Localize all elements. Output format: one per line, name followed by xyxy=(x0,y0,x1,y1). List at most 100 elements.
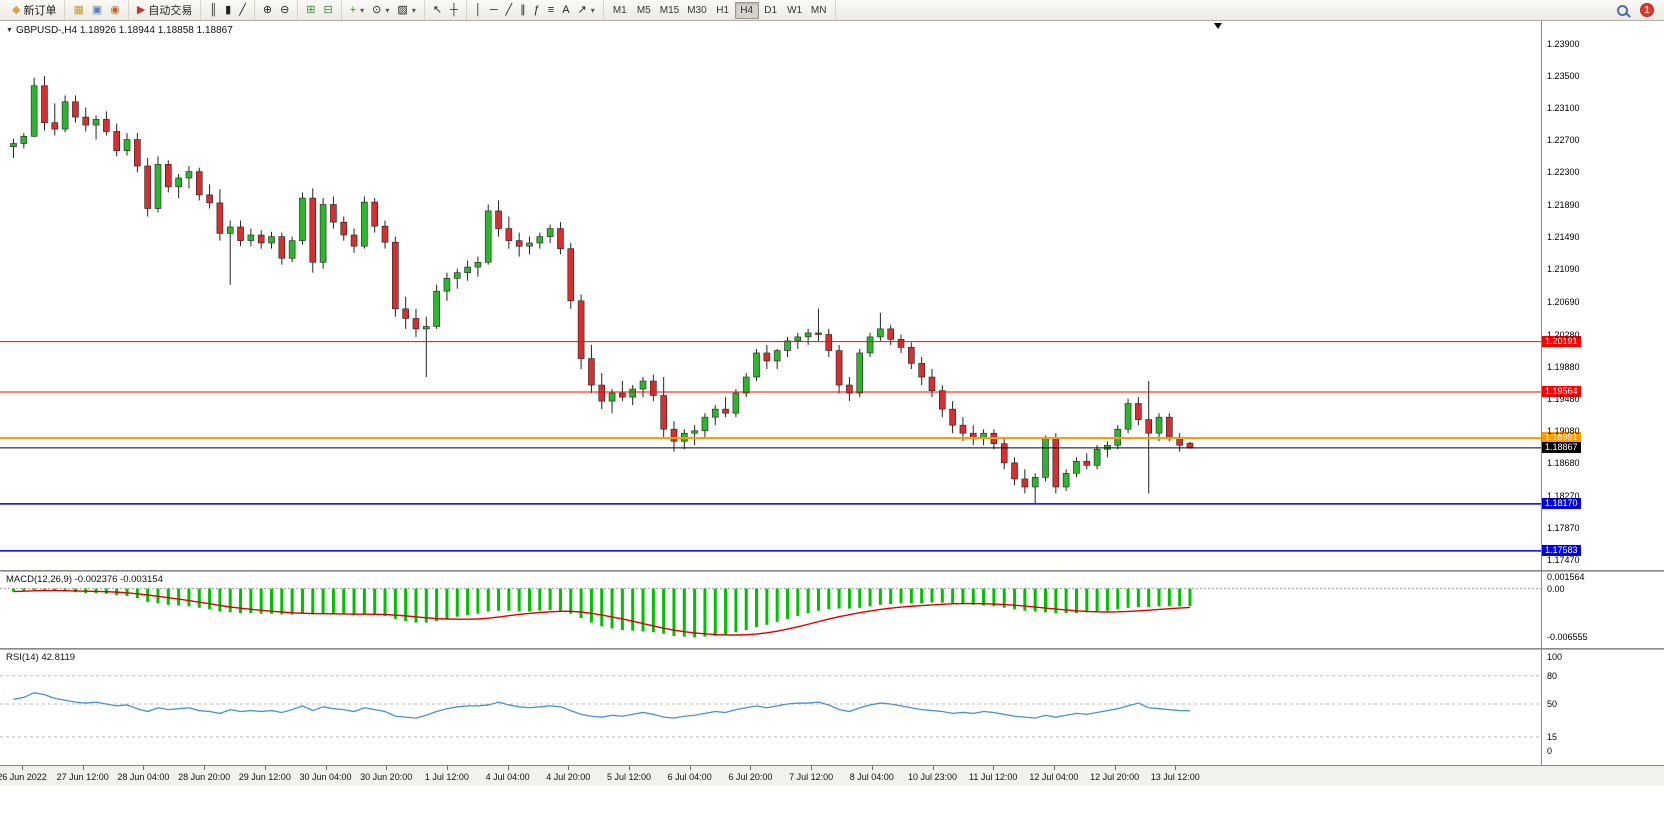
rsi-label: RSI(14) 42.8119 xyxy=(6,652,76,663)
toolbar: ◆ 新订单 ▦ ▣ ◉ ▶ 自动交易 ║ ▮ ╱ ⊕ ⊖ ⊞ ⊟ + ▾ ⊙ ▾ ▨ ▾ ↖ ┼ │ ─ ╱ ∥ ƒ ≡ A ↗ ▾ M1 M5… xyxy=(0,0,1664,21)
time-axis-label: 4 Jul 20:00 xyxy=(546,772,591,782)
horizontal-line-icon[interactable]: ─ xyxy=(486,1,502,19)
time-axis-tick xyxy=(750,766,752,770)
periods-icon[interactable]: ⊙ ▾ xyxy=(368,1,393,19)
panel-separator[interactable] xyxy=(0,648,1664,650)
price-chart-canvas[interactable] xyxy=(0,21,1541,570)
macd-histogram-bar xyxy=(971,588,975,605)
notification-badge[interactable]: 1 xyxy=(1640,3,1654,17)
timeframe-mn-button[interactable]: MN xyxy=(810,4,827,16)
candle-body xyxy=(866,336,874,354)
price-level-tag[interactable]: 1.17583 xyxy=(1542,544,1581,556)
rsi-panel-canvas[interactable] xyxy=(0,650,1541,765)
candle-body xyxy=(536,236,544,244)
bar-chart-icon[interactable]: ║ xyxy=(205,1,221,19)
price-level-tag[interactable]: 1.19564 xyxy=(1542,385,1581,397)
macd-histogram-bar xyxy=(1064,588,1068,613)
candle-body xyxy=(20,135,28,144)
time-axis-label: 27 Jun 12:00 xyxy=(56,772,109,782)
macd-histogram-bar xyxy=(1085,588,1089,613)
timeframe-h4-button[interactable]: H4 xyxy=(734,1,759,19)
price-level-tag[interactable]: 1.20191 xyxy=(1542,335,1581,347)
macd-histogram-bar xyxy=(548,588,552,611)
chart-shift-marker[interactable] xyxy=(1214,23,1222,29)
timeframe-m30-button[interactable]: M30 xyxy=(687,4,707,16)
macd-histogram-bar xyxy=(22,588,26,591)
new-order-button[interactable]: ◆ 新订单 xyxy=(8,1,60,19)
macd-panel-canvas[interactable] xyxy=(0,572,1541,648)
timeframe-d1-button[interactable]: D1 xyxy=(764,4,778,16)
bar-chart-icon: ║ xyxy=(209,3,218,16)
candle-body xyxy=(856,352,864,394)
timeframe-m5-button[interactable]: M5 xyxy=(636,4,651,16)
price-level-tag[interactable]: 1.18170 xyxy=(1542,497,1581,509)
arrows-icon[interactable]: ↗ ▾ xyxy=(574,1,599,19)
vertical-line-icon[interactable]: │ xyxy=(471,1,486,19)
search-icon[interactable] xyxy=(1617,4,1628,16)
zoom-in-icon[interactable]: ⊕ xyxy=(259,1,276,19)
cursor-tools-group: ↖ ┼ xyxy=(425,0,467,20)
time-axis-tick xyxy=(629,766,630,770)
price-level-tag[interactable]: 1.18991 xyxy=(1542,431,1581,443)
price-level-tag[interactable]: 1.18867 xyxy=(1542,441,1581,453)
macd-histogram-bar xyxy=(497,588,501,611)
candle-body xyxy=(412,318,420,330)
cascade-windows-icon[interactable]: ⊟ xyxy=(320,1,337,19)
macd-histogram-bar xyxy=(12,588,15,592)
candle-body xyxy=(1062,473,1070,488)
time-axis[interactable]: 26 Jun 2022 27 Jun 12:00 28 Jun 04:00 28 Ju… xyxy=(0,765,1664,786)
macd-histogram-bar xyxy=(517,588,521,612)
indicators-icon: + xyxy=(349,3,357,16)
rsi-axis-label: 80 xyxy=(1547,670,1558,681)
channel-icon: ∥ xyxy=(520,3,526,16)
panel-separator[interactable] xyxy=(0,570,1664,572)
timeframe-h1-button[interactable]: H1 xyxy=(716,4,730,16)
tile-windows-icon[interactable]: ⊞ xyxy=(302,1,319,19)
cursor-icon[interactable]: ↖ xyxy=(429,1,446,19)
macd-histogram-bar xyxy=(734,588,738,633)
line-chart-icon[interactable]: ╱ xyxy=(235,1,250,19)
timeframe-m15-button[interactable]: M15 xyxy=(659,4,680,16)
time-axis-label: 12 Jul 20:00 xyxy=(1090,772,1140,782)
channel-icon[interactable]: ∥ xyxy=(516,1,530,19)
text-icon[interactable]: A xyxy=(558,1,573,19)
timeframe-w1-button[interactable]: W1 xyxy=(787,4,803,16)
macd-histogram-bar xyxy=(177,588,181,606)
time-axis-tick xyxy=(204,766,206,770)
candle-body xyxy=(103,119,110,132)
fibonacci-icon[interactable]: ƒ xyxy=(530,1,544,19)
macd-histogram-bar xyxy=(1002,588,1006,608)
chevron-down-icon[interactable]: ▾ xyxy=(360,5,365,15)
crosshair-icon[interactable]: ┼ xyxy=(446,1,462,19)
candle-body xyxy=(206,194,213,204)
chart-type-group: ║ ▮ ╱ xyxy=(201,0,255,20)
candle-body xyxy=(639,380,647,390)
market-watch-icon[interactable]: ◉ xyxy=(106,1,124,19)
shapes-icon[interactable]: ≡ xyxy=(544,1,558,19)
time-axis-tick xyxy=(568,766,570,770)
candle-body xyxy=(701,416,709,432)
chevron-down-icon[interactable]: ▾ xyxy=(590,5,595,15)
indicators-icon[interactable]: + ▾ xyxy=(346,1,368,19)
time-axis-label: 30 Jun 04:00 xyxy=(299,772,352,782)
macd-histogram-bar xyxy=(342,588,346,615)
horizontal-line-icon: ─ xyxy=(489,3,498,16)
trendline-icon[interactable]: ╱ xyxy=(502,1,517,19)
auto-trading-button[interactable]: ▶ 自动交易 xyxy=(133,1,196,19)
templates-icon[interactable]: ▨ ▾ xyxy=(393,1,419,19)
zoom-out-icon[interactable]: ⊖ xyxy=(276,1,293,19)
price-axis-label: 1.18270 xyxy=(1547,490,1580,501)
time-axis-label: 7 Jul 12:00 xyxy=(789,772,834,782)
timeframe-m1-button[interactable]: M1 xyxy=(612,4,627,16)
chevron-down-icon[interactable]: ▾ xyxy=(385,5,390,15)
time-axis-tick xyxy=(22,766,23,770)
candlestick-chart-icon[interactable]: ▮ xyxy=(221,1,235,19)
chevron-down-icon[interactable]: ▾ xyxy=(411,5,416,15)
price-axis-label: 1.20690 xyxy=(1547,296,1580,307)
price-axis-label: 1.19880 xyxy=(1547,361,1580,372)
charts-grid-icon[interactable]: ▦ xyxy=(69,1,87,19)
macd-histogram-bar xyxy=(445,588,449,619)
macd-histogram-bar xyxy=(228,588,232,613)
symbol-dropdown-icon[interactable]: ▼ xyxy=(6,27,13,34)
profiles-icon[interactable]: ▣ xyxy=(88,1,106,19)
